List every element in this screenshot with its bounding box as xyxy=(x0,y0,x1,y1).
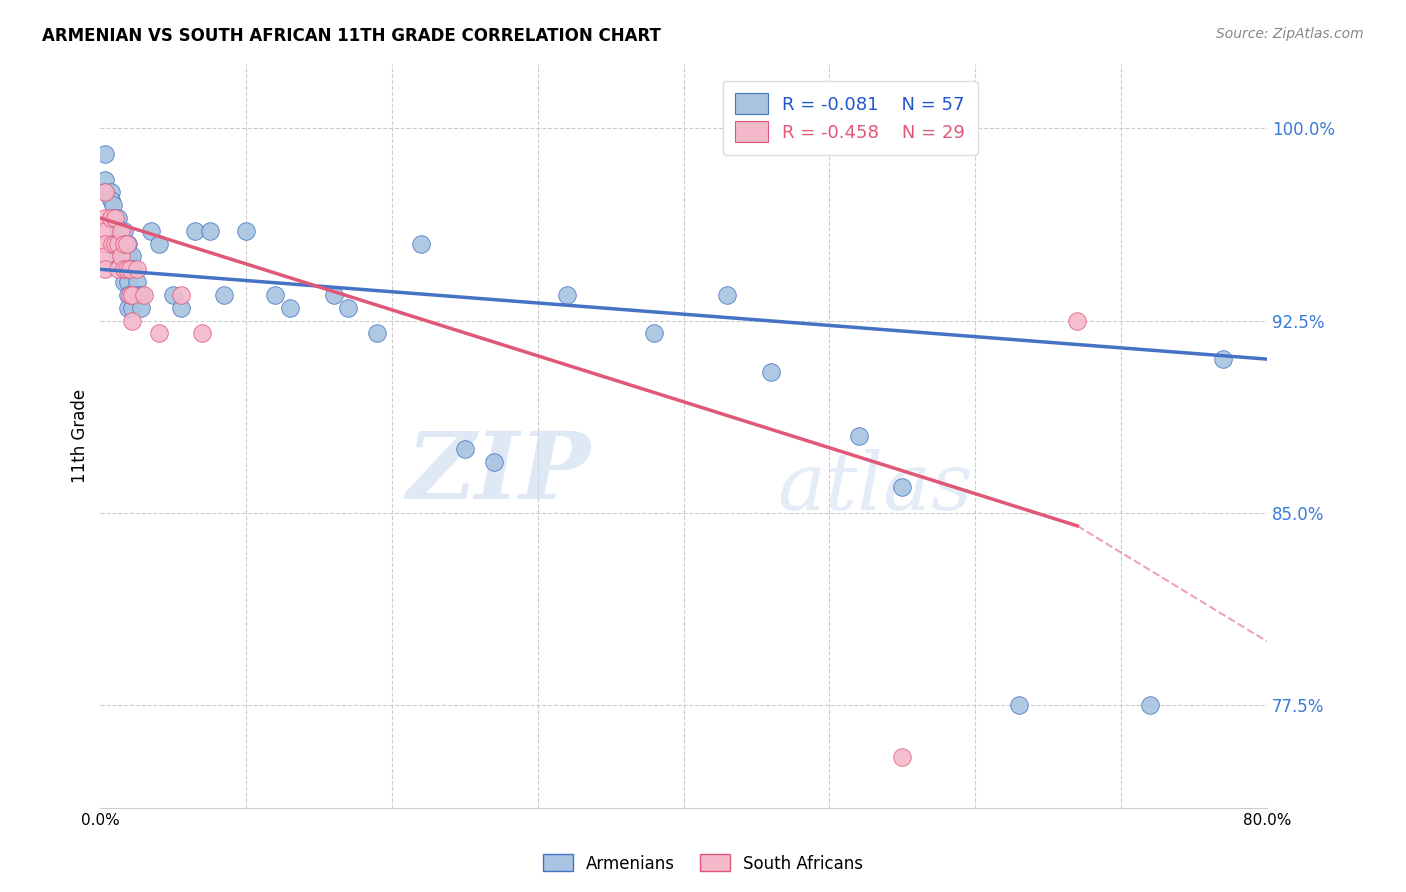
Point xyxy=(198,224,221,238)
Point xyxy=(117,262,139,277)
Point xyxy=(100,193,122,207)
Point xyxy=(107,236,129,251)
Point xyxy=(103,198,125,212)
Point xyxy=(555,288,578,302)
Point xyxy=(125,262,148,277)
Point xyxy=(411,236,433,251)
Point xyxy=(214,288,236,302)
Point xyxy=(93,262,115,277)
Point xyxy=(337,301,360,315)
Point xyxy=(104,211,127,225)
Point xyxy=(1139,698,1161,713)
Point xyxy=(104,236,127,251)
Point xyxy=(110,236,132,251)
Point xyxy=(121,313,143,327)
Point xyxy=(129,301,152,315)
Point xyxy=(93,211,115,225)
Point xyxy=(848,429,870,443)
Point xyxy=(112,236,135,251)
Point xyxy=(112,236,135,251)
Point xyxy=(264,288,287,302)
Point xyxy=(121,288,143,302)
Point xyxy=(454,442,477,456)
Point xyxy=(107,262,129,277)
Point xyxy=(107,250,129,264)
Point xyxy=(1066,313,1088,327)
Point xyxy=(191,326,214,341)
Point xyxy=(716,288,738,302)
Legend: Armenians, South Africans: Armenians, South Africans xyxy=(536,847,870,880)
Point xyxy=(1212,352,1234,367)
Point xyxy=(93,186,115,200)
Point xyxy=(162,288,184,302)
Point xyxy=(121,250,143,264)
Point xyxy=(101,236,124,251)
Point xyxy=(322,288,344,302)
Point xyxy=(110,224,132,238)
Point xyxy=(112,262,135,277)
Point xyxy=(115,236,138,251)
Point xyxy=(121,262,143,277)
Point xyxy=(117,275,139,289)
Point xyxy=(93,172,115,186)
Point xyxy=(125,288,148,302)
Point xyxy=(115,262,138,277)
Point xyxy=(148,236,170,251)
Point xyxy=(117,301,139,315)
Point xyxy=(125,275,148,289)
Point xyxy=(93,146,115,161)
Point xyxy=(169,301,191,315)
Point xyxy=(112,224,135,238)
Point xyxy=(93,186,115,200)
Point xyxy=(107,211,129,225)
Point xyxy=(482,455,505,469)
Text: atlas: atlas xyxy=(778,450,973,527)
Point xyxy=(117,236,139,251)
Point xyxy=(366,326,388,341)
Point xyxy=(110,250,132,264)
Point xyxy=(141,224,163,238)
Text: ARMENIAN VS SOUTH AFRICAN 11TH GRADE CORRELATION CHART: ARMENIAN VS SOUTH AFRICAN 11TH GRADE COR… xyxy=(42,27,661,45)
Point xyxy=(117,288,139,302)
Point xyxy=(100,211,122,225)
Text: Source: ZipAtlas.com: Source: ZipAtlas.com xyxy=(1216,27,1364,41)
Point xyxy=(278,301,301,315)
Point xyxy=(103,211,125,225)
Point xyxy=(121,288,143,302)
Point xyxy=(112,262,135,277)
Point xyxy=(235,224,257,238)
Point xyxy=(118,262,141,277)
Point xyxy=(93,250,115,264)
Point xyxy=(112,250,135,264)
Point xyxy=(93,236,115,251)
Point xyxy=(112,275,135,289)
Point xyxy=(118,288,141,302)
Point xyxy=(110,224,132,238)
Point xyxy=(891,749,914,764)
Legend: R = -0.081    N = 57, R = -0.458    N = 29: R = -0.081 N = 57, R = -0.458 N = 29 xyxy=(723,80,979,154)
Text: ZIP: ZIP xyxy=(406,428,591,518)
Point xyxy=(169,288,191,302)
Y-axis label: 11th Grade: 11th Grade xyxy=(72,389,89,483)
Point xyxy=(132,288,155,302)
Point xyxy=(759,365,782,379)
Point xyxy=(93,224,115,238)
Point xyxy=(100,186,122,200)
Point xyxy=(107,236,129,251)
Point xyxy=(107,224,129,238)
Point xyxy=(121,301,143,315)
Point xyxy=(1008,698,1031,713)
Point xyxy=(117,250,139,264)
Point xyxy=(891,480,914,494)
Point xyxy=(129,288,152,302)
Point xyxy=(643,326,665,341)
Point xyxy=(148,326,170,341)
Point xyxy=(184,224,207,238)
